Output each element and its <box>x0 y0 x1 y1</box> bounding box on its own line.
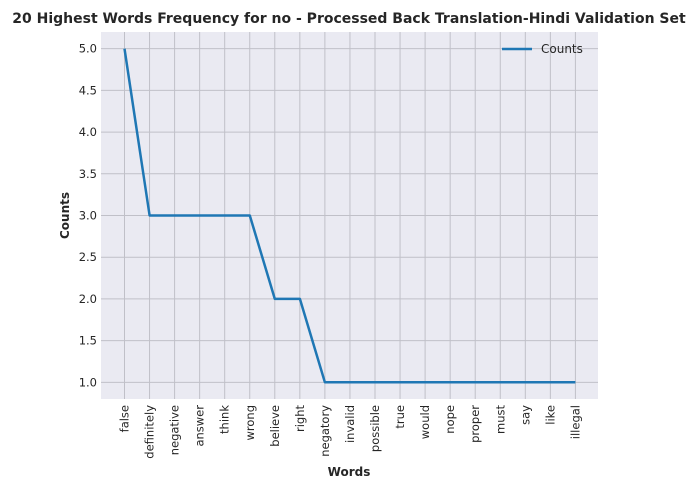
x-tick-label: nope <box>443 405 457 434</box>
x-tick-label: believe <box>268 405 282 447</box>
y-tick-label: 5.0 <box>79 42 97 56</box>
x-tick-label: definitely <box>143 405 157 459</box>
x-tick-label: negatory <box>318 405 332 457</box>
x-tick-label: must <box>493 405 507 434</box>
y-axis-label: Counts <box>58 192 72 239</box>
y-tick-label: 4.0 <box>79 125 97 139</box>
x-tick-label: say <box>518 405 532 425</box>
series-line-counts <box>123 48 576 384</box>
x-tick-label: invalid <box>343 405 357 443</box>
x-tick-label: right <box>293 405 307 433</box>
y-tick-label: 3.0 <box>79 209 97 223</box>
y-tick-label: 3.5 <box>79 167 97 181</box>
x-tick-label: negative <box>168 405 182 455</box>
y-tick-label: 1.5 <box>79 334 97 348</box>
x-tick-label: answer <box>193 405 207 447</box>
legend: Counts <box>502 42 583 56</box>
y-tick-label: 1.0 <box>79 375 97 389</box>
series-lines <box>123 48 576 384</box>
x-tick-label: think <box>218 405 232 434</box>
x-axis-label: Words <box>328 465 371 479</box>
x-tick-label: wrong <box>243 405 257 441</box>
y-tick-labels: 1.0 1.5 2.0 2.5 3.0 3.5 4.0 4.5 5.0 <box>79 42 97 390</box>
x-tick-label: proper <box>468 405 482 443</box>
legend-label-counts: Counts <box>541 42 583 56</box>
x-tick-label: like <box>543 405 557 425</box>
x-tick-labels: false definitely negative answer think wrong b… <box>118 405 583 459</box>
x-tick-label: true <box>393 405 407 429</box>
x-tick-label: possible <box>368 405 382 452</box>
x-tick-label: false <box>118 405 132 432</box>
y-tick-label: 4.5 <box>79 83 97 97</box>
y-tick-label: 2.0 <box>79 292 97 306</box>
y-tick-label: 2.5 <box>79 250 97 264</box>
chart-title: 20 Highest Words Frequency for no - Proc… <box>12 11 686 27</box>
x-tick-label: would <box>418 405 432 439</box>
x-tick-label: illegal <box>568 405 582 439</box>
